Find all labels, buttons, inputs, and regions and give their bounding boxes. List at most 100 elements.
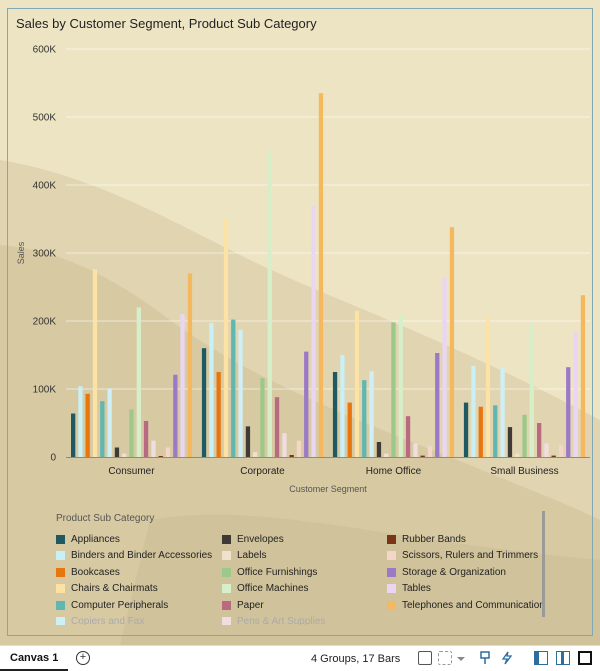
bar[interactable] [369, 371, 374, 457]
bar[interactable] [515, 453, 520, 457]
bar[interactable] [245, 426, 251, 457]
bar[interactable] [158, 456, 163, 457]
legend-item[interactable]: Appliances [56, 531, 120, 547]
legend-item[interactable]: Bookcases [56, 564, 120, 580]
legend-item[interactable]: Envelopes [222, 531, 284, 547]
bar[interactable] [449, 227, 455, 457]
legend-item[interactable]: Binders and Binder Accessories [56, 548, 212, 564]
bar[interactable] [187, 273, 193, 457]
bar[interactable] [267, 151, 272, 457]
visualization-frame[interactable] [7, 8, 593, 636]
bar[interactable] [384, 453, 389, 457]
bar[interactable] [493, 405, 498, 457]
bar[interactable] [304, 351, 309, 457]
bar[interactable] [529, 324, 534, 457]
bar[interactable] [362, 380, 367, 457]
bar[interactable] [85, 393, 90, 457]
bar-chart[interactable]: 0 100K 200K 300K 400K 500K 600K Sales Consumer Co… [0, 0, 600, 510]
bar[interactable] [151, 440, 156, 457]
bar[interactable] [238, 329, 243, 457]
bar[interactable] [107, 388, 112, 457]
legend-item[interactable]: Rubber Bands [387, 531, 466, 547]
bar[interactable] [376, 442, 382, 457]
bar[interactable] [311, 205, 316, 457]
legend-item[interactable]: Telephones and Communication [387, 597, 545, 613]
bar[interactable] [354, 310, 360, 457]
filter-icon[interactable] [418, 651, 432, 665]
bar[interactable] [580, 295, 586, 457]
bar[interactable] [129, 409, 134, 457]
bar[interactable] [544, 443, 549, 457]
bar[interactable] [573, 331, 578, 457]
bar[interactable] [100, 401, 105, 457]
bar[interactable] [223, 219, 229, 457]
bar[interactable] [463, 402, 469, 457]
legend-item[interactable]: Office Machines [222, 581, 309, 597]
legend-item[interactable]: Scissors, Rulers and Trimmers [387, 548, 538, 564]
bar[interactable] [391, 322, 396, 457]
bar[interactable] [165, 447, 171, 458]
legend-scrollbar[interactable] [542, 511, 545, 617]
bar[interactable] [114, 447, 120, 458]
bar[interactable] [405, 416, 411, 457]
bar[interactable] [253, 452, 258, 457]
bar[interactable] [173, 374, 178, 457]
dropdown-icon[interactable] [457, 651, 465, 665]
bar[interactable] [180, 314, 185, 457]
bar[interactable] [471, 365, 476, 457]
lightning-icon[interactable] [500, 651, 514, 665]
legend-item[interactable]: Tables [387, 581, 431, 597]
legend-item[interactable]: Storage & Organization [387, 564, 506, 580]
bar[interactable] [332, 372, 338, 457]
bar[interactable] [522, 414, 527, 457]
bar[interactable] [289, 455, 294, 457]
legend-item[interactable]: Office Furnishings [222, 564, 317, 580]
bar[interactable] [122, 453, 127, 457]
legend[interactable]: Appliances Envelopes Rubber Bands Binders a… [56, 531, 546, 625]
bar[interactable] [78, 386, 83, 457]
bar[interactable] [231, 319, 236, 457]
grid-icon[interactable] [438, 651, 452, 665]
legend-item[interactable]: Copiers and Fax [56, 614, 144, 625]
bar[interactable] [398, 314, 403, 457]
bar[interactable] [427, 446, 433, 457]
bar[interactable] [71, 413, 76, 458]
bar[interactable] [296, 440, 302, 457]
bar[interactable] [216, 372, 221, 457]
bar[interactable] [143, 421, 149, 457]
bar[interactable] [435, 353, 440, 457]
bar[interactable] [558, 444, 564, 457]
legend-item[interactable]: Labels [222, 548, 266, 564]
bar[interactable] [537, 423, 542, 457]
legend-item[interactable]: Computer Peripherals [56, 597, 168, 613]
left-panel-icon[interactable] [534, 651, 548, 665]
legend-item[interactable]: Chairs & Chairmats [56, 581, 158, 597]
bar[interactable] [136, 307, 141, 457]
bar[interactable] [442, 276, 447, 457]
legend-item[interactable]: Pens & Art Supplies [222, 614, 325, 625]
bar[interactable] [478, 406, 483, 457]
bar[interactable] [274, 397, 280, 457]
bar[interactable] [566, 367, 571, 457]
bar[interactable] [340, 355, 345, 457]
tab-canvas-1[interactable]: Canvas 1 [0, 646, 69, 671]
bar[interactable] [500, 367, 505, 457]
bar[interactable] [282, 433, 287, 457]
bar[interactable] [551, 455, 556, 457]
bar[interactable] [485, 317, 491, 457]
bar[interactable] [201, 348, 207, 457]
pin-icon[interactable] [478, 651, 492, 665]
bar[interactable] [420, 455, 425, 457]
bar[interactable] [413, 443, 418, 457]
legend-item[interactable]: Paper [222, 597, 264, 613]
bar[interactable] [347, 402, 352, 457]
plus-circle-icon[interactable]: + [76, 651, 90, 665]
legend-label: Envelopes [237, 533, 284, 545]
bar[interactable] [92, 269, 98, 457]
bar[interactable] [209, 323, 214, 457]
bar[interactable] [260, 378, 265, 457]
bar[interactable] [507, 427, 513, 457]
right-panel-icon[interactable] [578, 651, 592, 665]
center-panel-icon[interactable] [556, 651, 570, 665]
bar[interactable] [318, 93, 324, 457]
